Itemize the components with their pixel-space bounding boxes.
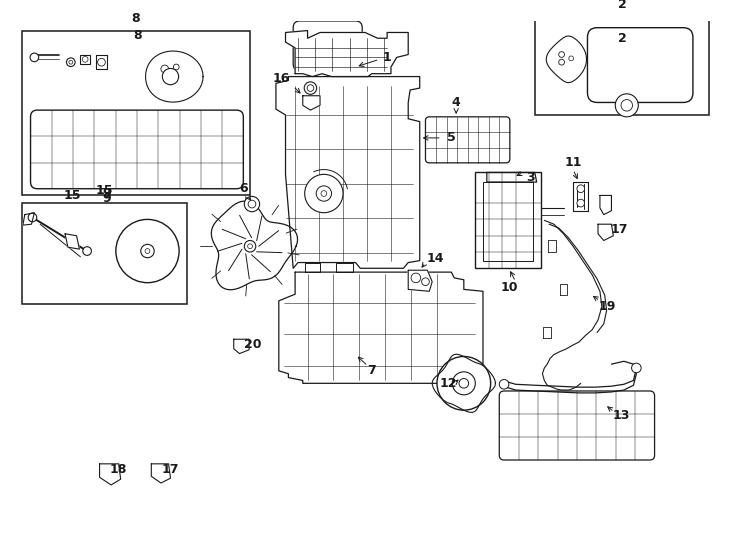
Polygon shape [23, 213, 34, 225]
Text: 4: 4 [451, 96, 460, 109]
Text: 8: 8 [131, 11, 140, 25]
Circle shape [321, 191, 327, 197]
Text: 17: 17 [161, 463, 179, 476]
Circle shape [244, 197, 260, 212]
Text: 2: 2 [617, 32, 626, 45]
Bar [22, 203, 186, 304]
Bar [483, 182, 533, 261]
Bar [22, 31, 250, 195]
Circle shape [559, 59, 564, 65]
Text: 18: 18 [110, 463, 128, 476]
Polygon shape [279, 272, 483, 383]
Text: 3: 3 [526, 171, 535, 184]
Circle shape [316, 186, 332, 201]
Text: 17: 17 [611, 224, 628, 237]
Text: 2: 2 [617, 0, 626, 11]
Polygon shape [559, 284, 567, 295]
Polygon shape [573, 182, 589, 211]
Circle shape [499, 380, 509, 389]
Polygon shape [336, 262, 352, 272]
FancyBboxPatch shape [293, 21, 362, 71]
Text: 13: 13 [612, 409, 630, 422]
Circle shape [615, 94, 639, 117]
Circle shape [304, 82, 316, 94]
Bar [535, 17, 709, 115]
Circle shape [421, 278, 429, 286]
Circle shape [162, 69, 178, 85]
Polygon shape [305, 262, 320, 272]
Circle shape [621, 99, 633, 111]
Text: 7: 7 [368, 364, 376, 377]
Polygon shape [65, 234, 79, 249]
Text: 14: 14 [426, 252, 444, 265]
Polygon shape [95, 55, 107, 69]
Circle shape [577, 185, 584, 193]
Polygon shape [276, 77, 420, 268]
Circle shape [30, 53, 39, 62]
Text: 6: 6 [239, 182, 247, 195]
Circle shape [28, 213, 37, 222]
Circle shape [569, 56, 573, 61]
Circle shape [161, 65, 169, 73]
Circle shape [244, 240, 256, 252]
Circle shape [459, 379, 468, 388]
Polygon shape [487, 172, 537, 182]
Circle shape [69, 60, 73, 64]
Circle shape [67, 58, 75, 66]
Polygon shape [151, 464, 170, 483]
Text: 12: 12 [440, 377, 457, 390]
Circle shape [98, 58, 105, 66]
Circle shape [559, 52, 564, 57]
Polygon shape [546, 36, 586, 83]
Text: 11: 11 [564, 157, 582, 170]
Circle shape [173, 64, 179, 70]
Polygon shape [543, 327, 551, 338]
Circle shape [411, 273, 421, 282]
Text: 9: 9 [102, 192, 111, 205]
Circle shape [116, 219, 179, 282]
Text: 1: 1 [382, 51, 391, 64]
FancyBboxPatch shape [426, 117, 510, 163]
Text: 16: 16 [273, 72, 291, 85]
Bar [476, 172, 540, 268]
Text: 15: 15 [64, 189, 81, 202]
Circle shape [248, 200, 256, 208]
Bar [81, 55, 90, 64]
Circle shape [145, 248, 150, 253]
Polygon shape [211, 201, 297, 290]
Circle shape [83, 247, 92, 255]
Text: 10: 10 [500, 281, 517, 294]
Polygon shape [303, 96, 320, 110]
Circle shape [452, 372, 476, 395]
Text: 8: 8 [134, 29, 142, 42]
FancyBboxPatch shape [499, 391, 655, 460]
FancyBboxPatch shape [587, 28, 693, 103]
Polygon shape [100, 464, 120, 485]
Polygon shape [600, 195, 611, 214]
Polygon shape [286, 31, 408, 77]
Polygon shape [145, 51, 203, 102]
Circle shape [82, 57, 88, 62]
Text: 9: 9 [102, 187, 111, 200]
Circle shape [141, 244, 154, 258]
Text: 19: 19 [599, 300, 617, 313]
Circle shape [305, 174, 343, 213]
Circle shape [167, 71, 174, 78]
Text: 15: 15 [95, 184, 113, 197]
Polygon shape [598, 224, 614, 240]
Circle shape [437, 356, 490, 410]
Text: 5: 5 [447, 131, 456, 144]
Circle shape [577, 199, 584, 207]
Polygon shape [548, 240, 556, 252]
Polygon shape [233, 339, 249, 354]
Polygon shape [408, 270, 432, 291]
Circle shape [307, 85, 314, 91]
Circle shape [631, 363, 642, 373]
Circle shape [247, 244, 252, 248]
Text: 20: 20 [244, 339, 262, 352]
FancyBboxPatch shape [31, 110, 244, 189]
